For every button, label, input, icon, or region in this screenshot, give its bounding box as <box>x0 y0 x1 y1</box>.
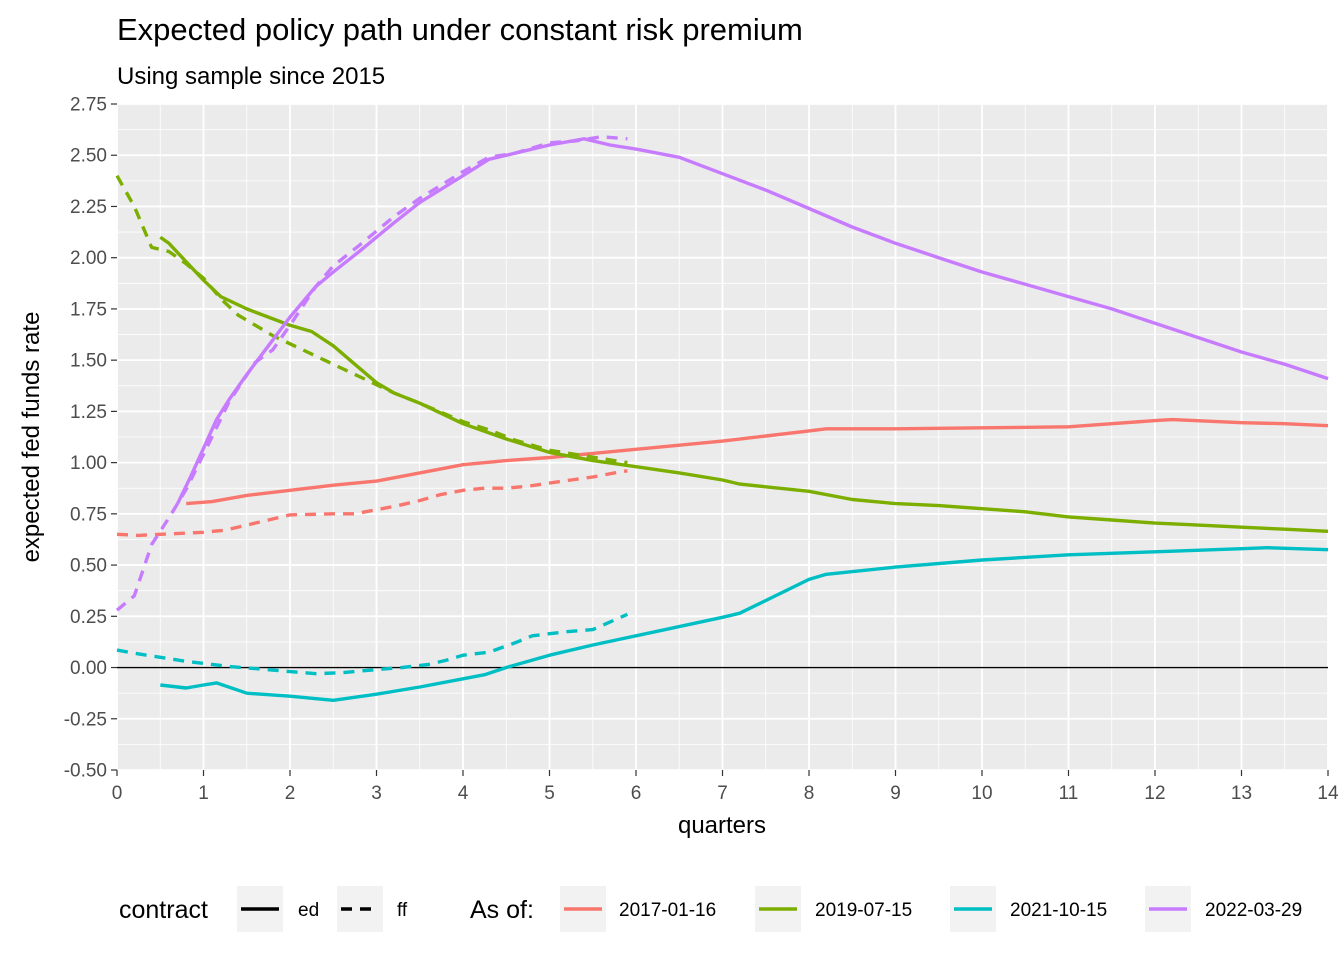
legend-item-2019-07-15: 2019-07-15 <box>755 886 912 932</box>
chart-subtitle: Using sample since 2015 <box>117 63 385 90</box>
x-tick-label: 2 <box>285 783 296 804</box>
x-tick-label: 3 <box>371 783 382 804</box>
x-axis: 0 1 2 3 4 5 6 7 8 9 10 11 12 13 14 <box>112 770 1339 804</box>
x-tick-label: 14 <box>1317 783 1339 804</box>
legend-item-ff: ff <box>337 886 408 932</box>
x-tick-label: 9 <box>890 783 901 804</box>
y-axis: -0.50 -0.25 0.00 0.25 0.50 0.75 1.00 1.25 1.50 1.… <box>64 95 117 782</box>
x-tick-label: 11 <box>1059 783 1079 804</box>
series-line-2021-10-15-ff <box>116 612 629 676</box>
x-tick-label: 8 <box>804 783 815 804</box>
grid-major <box>116 103 1329 771</box>
series-layer <box>115 135 1329 702</box>
x-tick-label: 1 <box>198 783 209 804</box>
y-tick-label: 2.75 <box>70 95 107 116</box>
y-tick-label: 2.50 <box>70 146 107 167</box>
legend-item-2022-03-29: 2022-03-29 <box>1145 886 1302 932</box>
series-line-2021-10-15-ed <box>160 546 1329 702</box>
y-tick-label: 0.75 <box>70 504 107 525</box>
legend-label-2019-07-15: 2019-07-15 <box>815 900 912 921</box>
series-line-2022-03-29-ed <box>176 137 1329 505</box>
legend-label-ff: ff <box>397 900 408 921</box>
x-tick-label: 10 <box>971 783 992 804</box>
x-tick-label: 0 <box>112 783 123 804</box>
y-tick-label: 1.75 <box>70 299 107 320</box>
y-tick-label: 0.50 <box>70 556 107 577</box>
y-tick-label: 1.00 <box>70 453 107 474</box>
y-tick-label: -0.50 <box>64 761 107 782</box>
y-tick-label: 2.00 <box>70 248 107 269</box>
y-tick-label: 0.00 <box>70 658 107 679</box>
legend-label-2017-01-16: 2017-01-16 <box>619 900 716 921</box>
series-line-2019-07-15-ff <box>115 174 628 465</box>
y-tick-label: 0.25 <box>70 607 107 628</box>
x-tick-label: 7 <box>717 783 728 804</box>
legend-label-2021-10-15: 2021-10-15 <box>1010 900 1107 921</box>
legend-item-2021-10-15: 2021-10-15 <box>950 886 1107 932</box>
y-tick-label: 1.50 <box>70 351 107 372</box>
x-tick-label: 6 <box>631 783 642 804</box>
legend-label-ed: ed <box>298 900 319 921</box>
y-tick-label: -0.25 <box>64 709 107 730</box>
x-axis-title: quarters <box>678 812 766 839</box>
series-line-2019-07-15-ed <box>159 235 1329 533</box>
y-tick-label: 2.25 <box>70 197 107 218</box>
legend-item-2017-01-16: 2017-01-16 <box>560 886 716 932</box>
legend-item-ed: ed <box>237 886 319 932</box>
x-tick-label: 5 <box>544 783 555 804</box>
y-tick-label: 1.25 <box>70 402 107 423</box>
series-line-2017-01-16-ed <box>186 417 1329 506</box>
x-tick-label: 13 <box>1231 783 1252 804</box>
series-line-2017-01-16-ff <box>116 469 628 538</box>
legend-contract-title: contract <box>119 896 208 924</box>
legend-as-of-title: As of: <box>470 896 534 924</box>
y-axis-title: expected fed funds rate <box>18 312 45 563</box>
legend-label-2022-03-29: 2022-03-29 <box>1205 900 1302 921</box>
x-tick-label: 12 <box>1144 783 1165 804</box>
chart-title: Expected policy path under constant risk… <box>117 12 803 47</box>
x-tick-label: 4 <box>458 783 469 804</box>
legend: contract ed ff As of: 2017-01-16 2019-07… <box>119 886 1302 932</box>
